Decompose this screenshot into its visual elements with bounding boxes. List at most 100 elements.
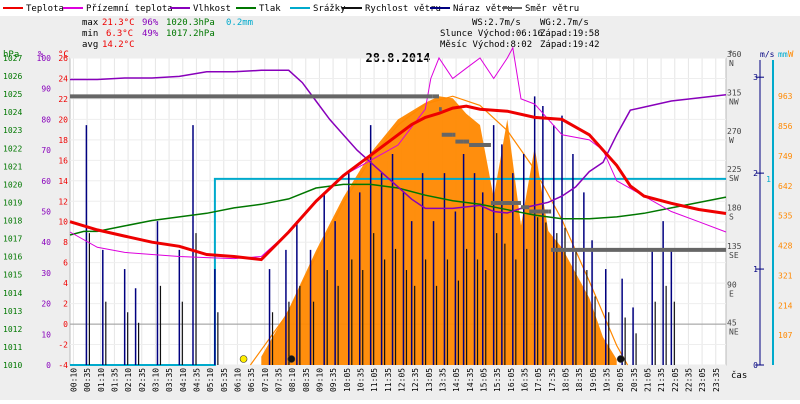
x-tick-label: 04:10 bbox=[179, 368, 188, 392]
x-tick-label: 23:35 bbox=[712, 368, 721, 392]
x-tick-label: 00:35 bbox=[83, 368, 92, 392]
y-tick-temperature: 10 bbox=[58, 218, 68, 227]
stat-min-temp: 6.3°C bbox=[106, 29, 133, 39]
y-tick-humidity: 10 bbox=[41, 330, 51, 339]
y-tick-direction: E bbox=[729, 289, 734, 298]
y-tick-humidity: 80 bbox=[41, 115, 51, 124]
legend-label: Tlak bbox=[259, 4, 281, 14]
y-tick-temperature: 6 bbox=[63, 259, 68, 268]
stat-avg-label: avg bbox=[82, 40, 98, 50]
legend-apparent-temperature: Přízemní teplota bbox=[63, 4, 173, 14]
y-tick-humidity: 70 bbox=[41, 146, 51, 155]
x-tick-label: 11:05 bbox=[370, 368, 379, 392]
y-tick-pressure: 1024 bbox=[3, 108, 22, 117]
x-tick-label: 18:35 bbox=[575, 368, 584, 392]
series-solar-clear bbox=[249, 95, 629, 366]
y-tick-temperature: 8 bbox=[63, 238, 68, 247]
series-solar bbox=[261, 96, 617, 365]
y-tick-humidity: 50 bbox=[41, 208, 51, 217]
y-tick-pressure: 1021 bbox=[3, 162, 22, 171]
legend-label: Přízemní teplota bbox=[86, 4, 173, 14]
x-tick-label: 19:35 bbox=[602, 368, 611, 392]
stat-max-pressure: 1020.3hPa bbox=[166, 18, 215, 28]
x-tick-label: 06:35 bbox=[247, 368, 256, 392]
y-tick-direction: NE bbox=[729, 328, 739, 337]
y-tick-pressure: 1015 bbox=[3, 271, 22, 280]
axis-unit-direction: ° bbox=[728, 50, 733, 60]
y-tick-solar: 535 bbox=[778, 212, 793, 221]
x-tick-label: 22:35 bbox=[684, 368, 693, 392]
x-tick-label: 01:35 bbox=[110, 368, 119, 392]
series-temperature bbox=[69, 104, 727, 262]
x-tick-label: 03:10 bbox=[151, 368, 160, 392]
x-tick-label: 20:05 bbox=[616, 368, 625, 392]
y-tick-direction-deg: 270 bbox=[727, 127, 742, 136]
legend-pressure: Tlak bbox=[236, 4, 281, 14]
stat-avg-temp: 14.2°C bbox=[102, 40, 135, 50]
x-tick-label: 07:10 bbox=[261, 368, 270, 392]
y-tick-temperature: -2 bbox=[58, 341, 68, 350]
y-tick-direction-deg: 135 bbox=[727, 242, 742, 251]
stat-sunset: Západ:19:58 bbox=[540, 29, 600, 39]
y-tick-pressure: 1014 bbox=[3, 289, 22, 298]
series-pressure bbox=[69, 183, 727, 236]
y-tick-pressure: 1022 bbox=[3, 144, 22, 153]
x-tick-label: 04:35 bbox=[192, 368, 201, 392]
axis-unit-temperature: °C bbox=[58, 50, 69, 60]
y-tick-wind: 2 bbox=[753, 169, 758, 178]
event-marker bbox=[239, 355, 248, 363]
series-humidity bbox=[70, 69, 727, 214]
legend-strip bbox=[0, 0, 800, 16]
legend-label: Teplota bbox=[26, 4, 64, 14]
legend-label: Směr větru bbox=[525, 4, 579, 14]
stat-wind-speed: WS:2.7m/s bbox=[472, 18, 521, 28]
y-tick-pressure: 1027 bbox=[3, 54, 22, 63]
y-tick-humidity: 0 bbox=[46, 361, 51, 370]
legend-wind-gust: Náraz větru bbox=[430, 4, 513, 14]
y-tick-direction-deg: 315 bbox=[727, 88, 742, 97]
stat-max-rain: 0.2mm bbox=[226, 18, 253, 28]
x-tick-label: 02:35 bbox=[138, 368, 147, 392]
x-tick-label: 01:10 bbox=[97, 368, 106, 392]
y-tick-temperature: 4 bbox=[63, 279, 68, 288]
y-tick-humidity: 30 bbox=[41, 269, 51, 278]
x-tick-label: 21:35 bbox=[657, 368, 666, 392]
y-tick-direction: SE bbox=[729, 251, 739, 260]
y-tick-wind: 1 bbox=[753, 265, 758, 274]
y-tick-pressure: 1012 bbox=[3, 325, 22, 334]
y-tick-temperature: 16 bbox=[58, 156, 68, 165]
legend-label: Rychlost větru bbox=[365, 4, 441, 14]
x-tick-label: 05:35 bbox=[220, 368, 229, 392]
stat-moonrise: Měsíc Východ:8:02 bbox=[440, 40, 532, 50]
y-tick-direction: N bbox=[729, 59, 734, 68]
y-tick-direction-deg: 90 bbox=[727, 280, 737, 289]
stat-min-label: min bbox=[82, 29, 98, 39]
y-tick-temperature: 2 bbox=[63, 300, 68, 309]
legend-label: Srážky bbox=[313, 4, 346, 14]
y-tick-solar: 428 bbox=[778, 242, 793, 251]
y-tick-temperature: 24 bbox=[58, 74, 68, 83]
x-tick-label: 13:35 bbox=[438, 368, 447, 392]
x-tick-label: 02:10 bbox=[124, 368, 133, 392]
y-tick-pressure: 1025 bbox=[3, 90, 22, 99]
y-tick-wind: 0 bbox=[753, 361, 758, 370]
stat-max-humidity: 96% bbox=[142, 18, 159, 28]
x-tick-label: 16:05 bbox=[507, 368, 516, 392]
x-tick-label: 16:35 bbox=[520, 368, 529, 392]
y-tick-direction-deg: 45 bbox=[727, 319, 737, 328]
y-tick-humidity: 60 bbox=[41, 177, 51, 186]
y-tick-direction: W bbox=[729, 136, 734, 145]
x-tick-label: 14:05 bbox=[452, 368, 461, 392]
y-tick-wind: 3 bbox=[753, 73, 758, 82]
y-tick-direction-deg: 360 bbox=[727, 50, 742, 59]
stat-sunrise: Slunce Východ:06:16 bbox=[440, 29, 543, 39]
x-tick-label: 19:05 bbox=[589, 368, 598, 392]
x-tick-label: 17:35 bbox=[548, 368, 557, 392]
y-tick-solar: 321 bbox=[778, 271, 793, 280]
y-tick-solar: 856 bbox=[778, 122, 793, 131]
axis-unit-time: čas bbox=[731, 370, 747, 381]
y-tick-pressure: 1023 bbox=[3, 126, 22, 135]
y-tick-humidity: 100 bbox=[37, 54, 52, 63]
y-tick-humidity: 20 bbox=[41, 300, 51, 309]
y-tick-pressure: 1019 bbox=[3, 198, 22, 207]
